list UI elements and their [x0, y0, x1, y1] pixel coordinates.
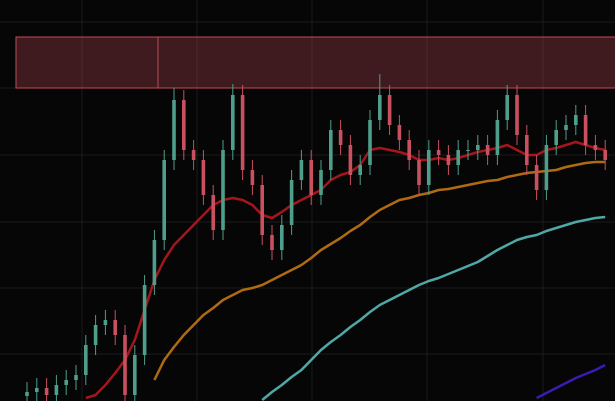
candle-body: [368, 120, 372, 165]
candle-body: [133, 355, 137, 395]
candle-body: [142, 285, 147, 355]
candle-body: [54, 385, 59, 395]
candle-body: [554, 130, 558, 145]
candle-body: [593, 145, 598, 150]
candle-body: [417, 160, 421, 185]
candle-body: [289, 180, 294, 225]
candle-body: [221, 150, 225, 230]
candle-body: [495, 120, 500, 155]
candle-body: [162, 160, 166, 240]
candle-body: [152, 240, 157, 285]
candle-body: [378, 95, 382, 120]
candle-body: [338, 130, 343, 145]
candle-body: [299, 160, 304, 180]
candle-body: [397, 125, 402, 140]
candle-body: [466, 150, 470, 151]
candle-body: [211, 195, 215, 230]
candle-body: [485, 145, 490, 155]
candle-body: [103, 320, 108, 325]
candle-body: [309, 160, 313, 195]
candle-body: [456, 150, 460, 165]
candle-body: [446, 155, 451, 165]
candle-body: [250, 170, 255, 185]
candle-body: [515, 95, 519, 135]
candle-body: [64, 380, 68, 385]
candle-body: [93, 325, 98, 345]
candle-body: [191, 150, 196, 160]
candle-body: [505, 95, 509, 120]
moving-average-line: [261, 215, 606, 401]
candle-body: [260, 185, 264, 235]
candle-body: [427, 150, 431, 185]
candle-body: [329, 130, 333, 170]
moving-average-line: [153, 160, 606, 381]
candle-body: [113, 320, 117, 335]
candle-body: [84, 345, 88, 375]
candle-body: [35, 388, 39, 392]
candle-body: [358, 165, 362, 175]
candle-body: [182, 100, 186, 150]
candle-body: [44, 388, 49, 395]
candle-body: [525, 135, 529, 165]
price-zone: [15, 36, 615, 89]
candle-body: [534, 165, 539, 190]
candle-body: [436, 150, 441, 155]
candle-body: [574, 115, 578, 125]
candle-body: [270, 235, 274, 250]
candle-body: [544, 145, 549, 190]
moving-average-line: [85, 140, 606, 400]
candle-body: [348, 145, 353, 175]
candle-body: [603, 150, 607, 160]
candle-body: [583, 115, 588, 145]
moving-average-line: [536, 363, 606, 400]
candle-body: [476, 145, 480, 150]
candle-body: [74, 375, 78, 380]
candle-body: [319, 170, 323, 195]
candle-body: [123, 335, 127, 395]
candle-body: [201, 160, 206, 195]
candle-body: [172, 100, 176, 160]
candle-body: [407, 140, 411, 160]
candle-body: [25, 392, 29, 396]
candle-body: [231, 95, 235, 150]
candle-body: [280, 225, 284, 250]
candle-body: [240, 95, 245, 170]
candle-body: [387, 95, 392, 125]
candle-body: [564, 125, 568, 130]
